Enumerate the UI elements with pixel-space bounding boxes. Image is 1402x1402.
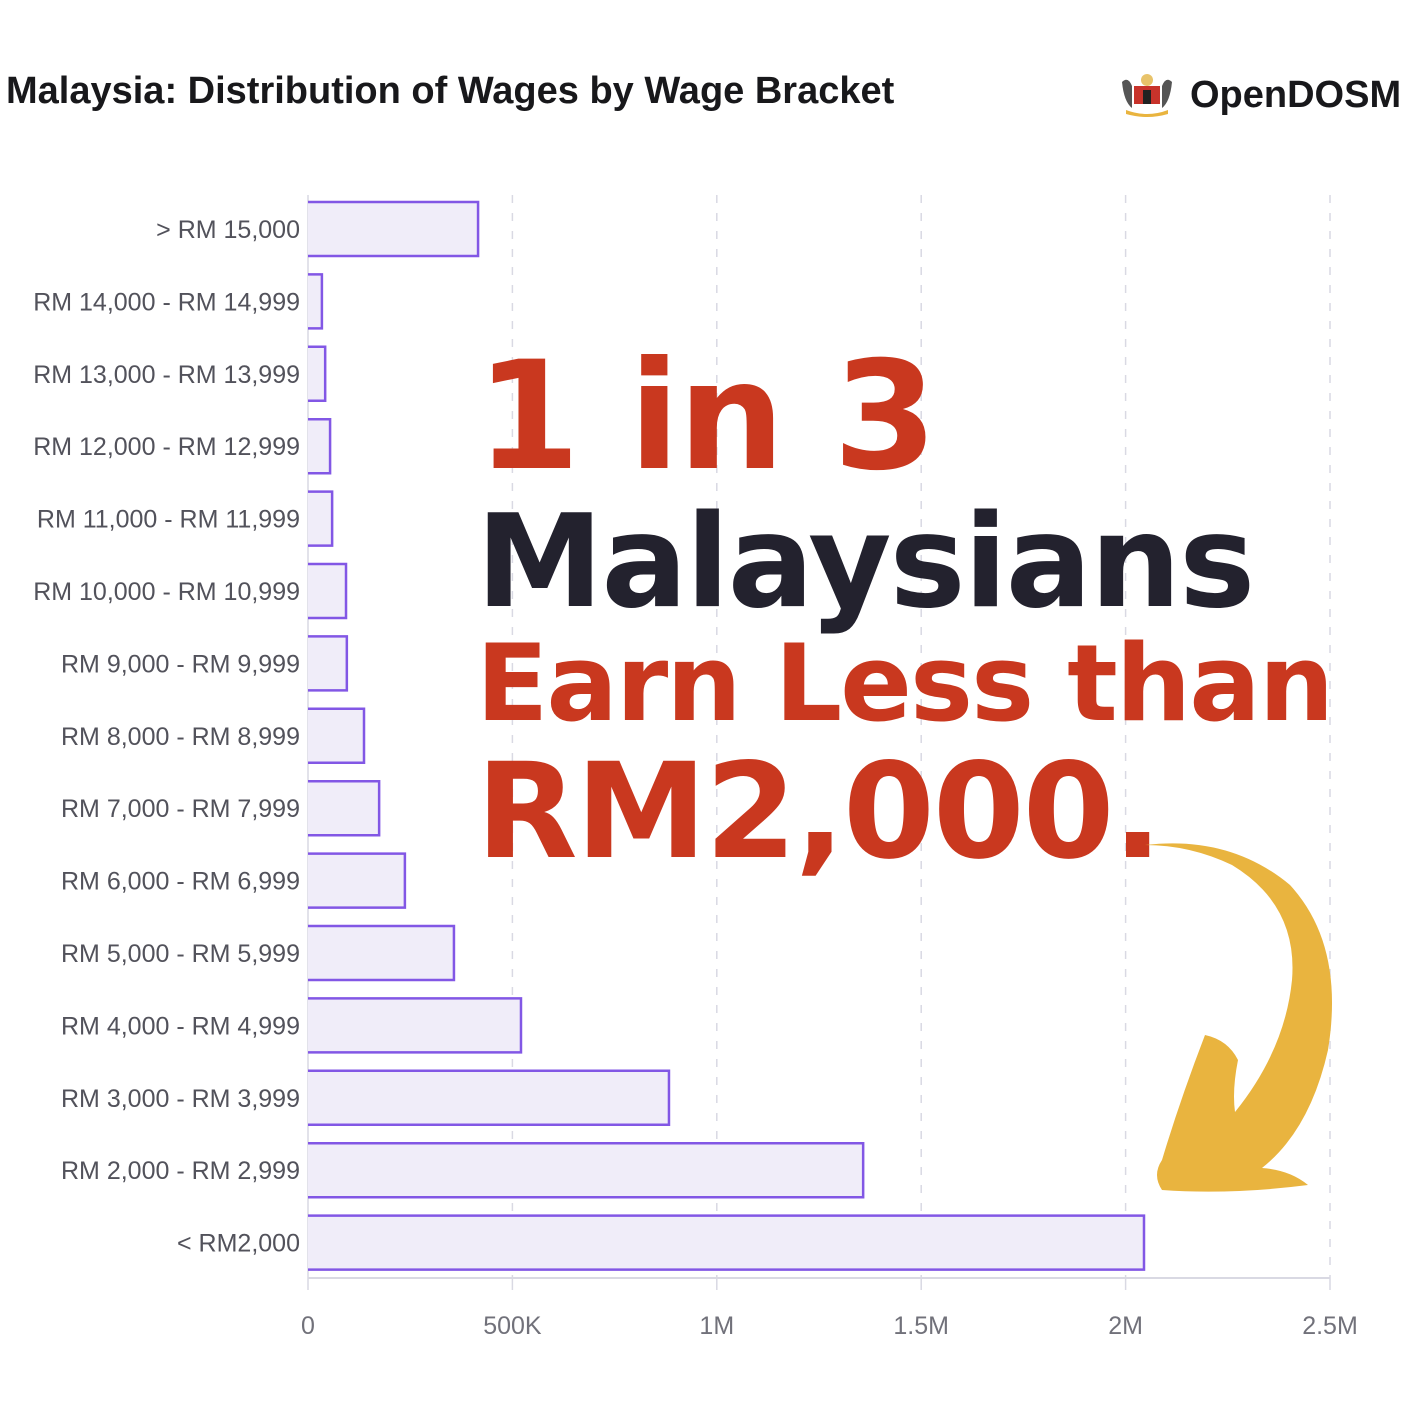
- brand: OpenDOSM: [1118, 72, 1401, 118]
- bar-outline: [308, 273, 324, 330]
- y-tick-label: < RM2,000: [177, 1230, 300, 1258]
- y-tick-label: RM 8,000 - RM 8,999: [61, 723, 300, 751]
- bar: [308, 1215, 1144, 1270]
- y-tick-label: RM 5,000 - RM 5,999: [61, 940, 300, 968]
- bar-outline: [308, 779, 381, 837]
- bar: [308, 636, 347, 691]
- y-tick-label: RM 12,000 - RM 12,999: [33, 433, 300, 461]
- x-tick-label: 500K: [483, 1312, 542, 1340]
- bar: [308, 853, 405, 908]
- bar-outline: [308, 852, 407, 909]
- bar-outline: [308, 635, 349, 692]
- x-tick-label: 2M: [1108, 1312, 1143, 1340]
- bar-outline: [308, 417, 332, 475]
- malaysia-coat-of-arms-icon: [1122, 74, 1172, 117]
- y-tick-label: RM 11,000 - RM 11,999: [37, 506, 300, 534]
- y-tick-label: RM 13,000 - RM 13,999: [33, 361, 300, 389]
- bar-outline: [308, 924, 456, 982]
- y-tick-label: RM 4,000 - RM 4,999: [61, 1012, 300, 1040]
- bar: [308, 346, 326, 401]
- x-tick-label: 0: [301, 1312, 315, 1340]
- y-tick-label: RM 10,000 - RM 10,999: [33, 578, 300, 606]
- x-tick-label: 1M: [699, 1312, 734, 1340]
- bar-outline: [308, 707, 366, 765]
- headline-line-4: RM2,000.: [476, 735, 1163, 889]
- y-tick-label: RM 2,000 - RM 2,999: [61, 1157, 300, 1185]
- x-tick-label: 2.5M: [1302, 1312, 1358, 1340]
- y-tick-label: RM 7,000 - RM 7,999: [61, 795, 300, 823]
- bar: [308, 998, 521, 1053]
- headline-line-2: Malaysians: [476, 488, 1255, 637]
- bar-outline: [308, 997, 523, 1054]
- bar: [308, 202, 479, 256]
- headline-line-3: Earn Less than: [476, 622, 1334, 745]
- bar: [308, 419, 331, 474]
- bar-outline: [308, 1214, 1146, 1271]
- bar-outline: [308, 490, 334, 547]
- bar: [308, 926, 454, 980]
- bar-outline: [308, 562, 348, 620]
- bar: [308, 708, 365, 763]
- bar-outline: [308, 200, 480, 258]
- headline-line-1: 1 in 3: [476, 330, 937, 504]
- y-tick-label: RM 9,000 - RM 9,999: [61, 650, 300, 678]
- x-tick-label: 1.5M: [893, 1312, 949, 1340]
- bar: [308, 564, 347, 618]
- bar: [308, 274, 322, 329]
- y-tick-label: RM 3,000 - RM 3,999: [61, 1085, 300, 1113]
- bar: [308, 1070, 669, 1125]
- y-tick-label: > RM 15,000: [156, 216, 300, 244]
- y-tick-label: RM 14,000 - RM 14,999: [33, 288, 300, 316]
- y-tick-label: RM 6,000 - RM 6,999: [61, 868, 300, 896]
- bar: [308, 781, 380, 836]
- brand-name: OpenDOSM: [1190, 73, 1402, 116]
- bar: [308, 1143, 864, 1198]
- bar-outline: [308, 1141, 865, 1199]
- bar-outline: [308, 345, 327, 403]
- bar: [308, 491, 333, 546]
- chart-title: Malaysia: Distribution of Wages by Wage …: [6, 70, 895, 112]
- bar-outline: [308, 1069, 671, 1127]
